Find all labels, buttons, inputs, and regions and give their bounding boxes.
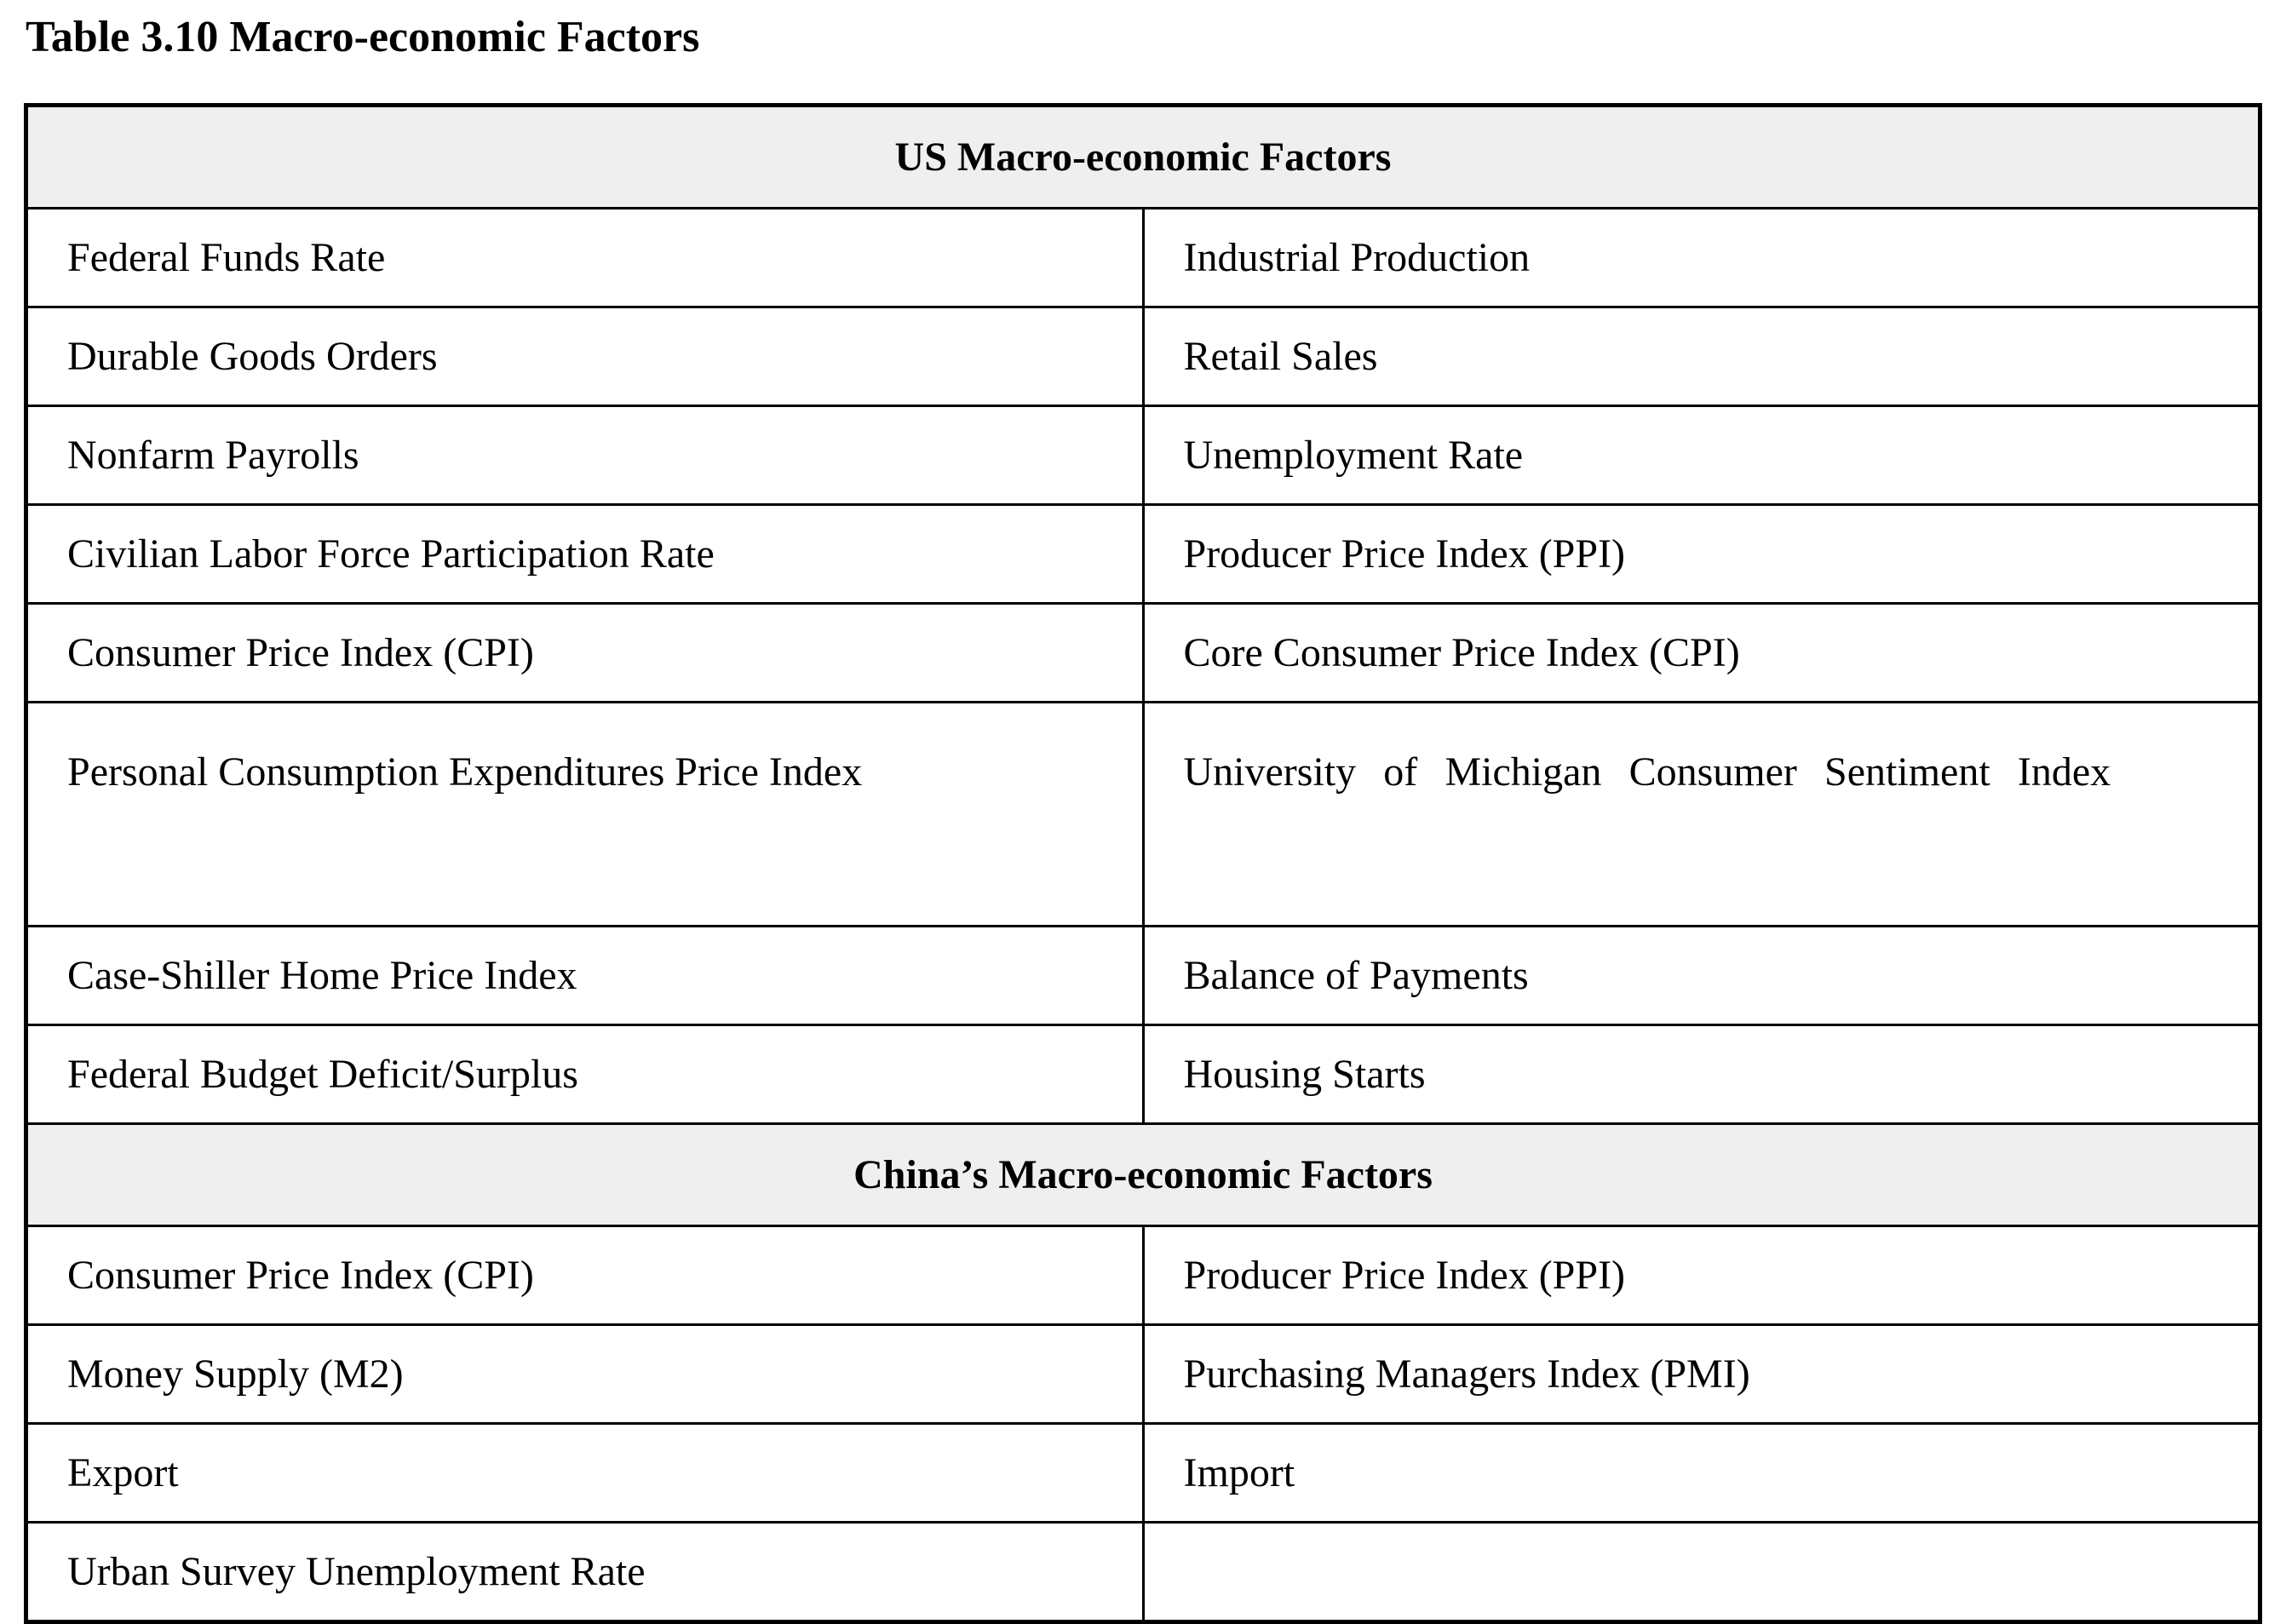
factor-cell: Import xyxy=(1141,1422,2261,1524)
factor-cell: Consumer Price Index (CPI) xyxy=(25,602,1145,703)
table-title: Table 3.10 Macro-economic Factors xyxy=(26,13,700,61)
factor-cell: Export xyxy=(25,1422,1145,1524)
factor-cell: Urban Survey Unemployment Rate xyxy=(25,1521,1145,1623)
table-row: Export Import xyxy=(25,1422,2261,1524)
factor-cell: Money Supply (M2) xyxy=(25,1323,1145,1425)
table-row: Case-Shiller Home Price Index Balance of… xyxy=(25,925,2261,1026)
table-row: Federal Funds Rate Industrial Production xyxy=(25,207,2261,308)
table-row: Money Supply (M2) Purchasing Managers In… xyxy=(25,1323,2261,1425)
factor-cell: Civilian Labor Force Participation Rate xyxy=(25,503,1145,605)
factor-cell: Federal Funds Rate xyxy=(25,207,1145,308)
factor-cell: Durable Goods Orders xyxy=(25,306,1145,407)
table-row: Nonfarm Payrolls Unemployment Rate xyxy=(25,405,2261,506)
factor-cell: Personal Consumption Expenditures Price … xyxy=(25,701,1145,927)
table-row: Personal Consumption Expenditures Price … xyxy=(25,701,2261,927)
section-header-row-china: China’s Macro-economic Factors xyxy=(25,1122,2261,1227)
table-row: Consumer Price Index (CPI) Producer Pric… xyxy=(25,1225,2261,1326)
factor-cell: Purchasing Managers Index (PMI) xyxy=(1141,1323,2261,1425)
table-row: Durable Goods Orders Retail Sales xyxy=(25,306,2261,407)
factor-cell: Producer Price Index (PPI) xyxy=(1141,503,2261,605)
factor-cell: Core Consumer Price Index (CPI) xyxy=(1141,602,2261,703)
macro-factors-table: US Macro-economic Factors Federal Funds … xyxy=(24,103,2262,1624)
section-header-china: China’s Macro-economic Factors xyxy=(25,1122,2261,1227)
factor-cell: Retail Sales xyxy=(1141,306,2261,407)
table-row: Federal Budget Deficit/Surplus Housing S… xyxy=(25,1024,2261,1125)
factor-cell: Unemployment Rate xyxy=(1141,405,2261,506)
factor-cell: Housing Starts xyxy=(1141,1024,2261,1125)
section-header-row-us: US Macro-economic Factors xyxy=(25,104,2261,209)
table-row: Civilian Labor Force Participation Rate … xyxy=(25,503,2261,605)
table-row: Urban Survey Unemployment Rate xyxy=(25,1521,2261,1623)
factor-cell: Federal Budget Deficit/Surplus xyxy=(25,1024,1145,1125)
empty-cell xyxy=(1141,1521,2261,1623)
factor-cell: Consumer Price Index (CPI) xyxy=(25,1225,1145,1326)
factor-cell: Nonfarm Payrolls xyxy=(25,405,1145,506)
factor-cell: University of Michigan Consumer Sentimen… xyxy=(1141,701,2261,927)
factor-cell: Balance of Payments xyxy=(1141,925,2261,1026)
factor-cell: Producer Price Index (PPI) xyxy=(1141,1225,2261,1326)
factor-cell: Industrial Production xyxy=(1141,207,2261,308)
factor-cell: Case-Shiller Home Price Index xyxy=(25,925,1145,1026)
table-row: Consumer Price Index (CPI) Core Consumer… xyxy=(25,602,2261,703)
section-header-us: US Macro-economic Factors xyxy=(25,104,2261,209)
